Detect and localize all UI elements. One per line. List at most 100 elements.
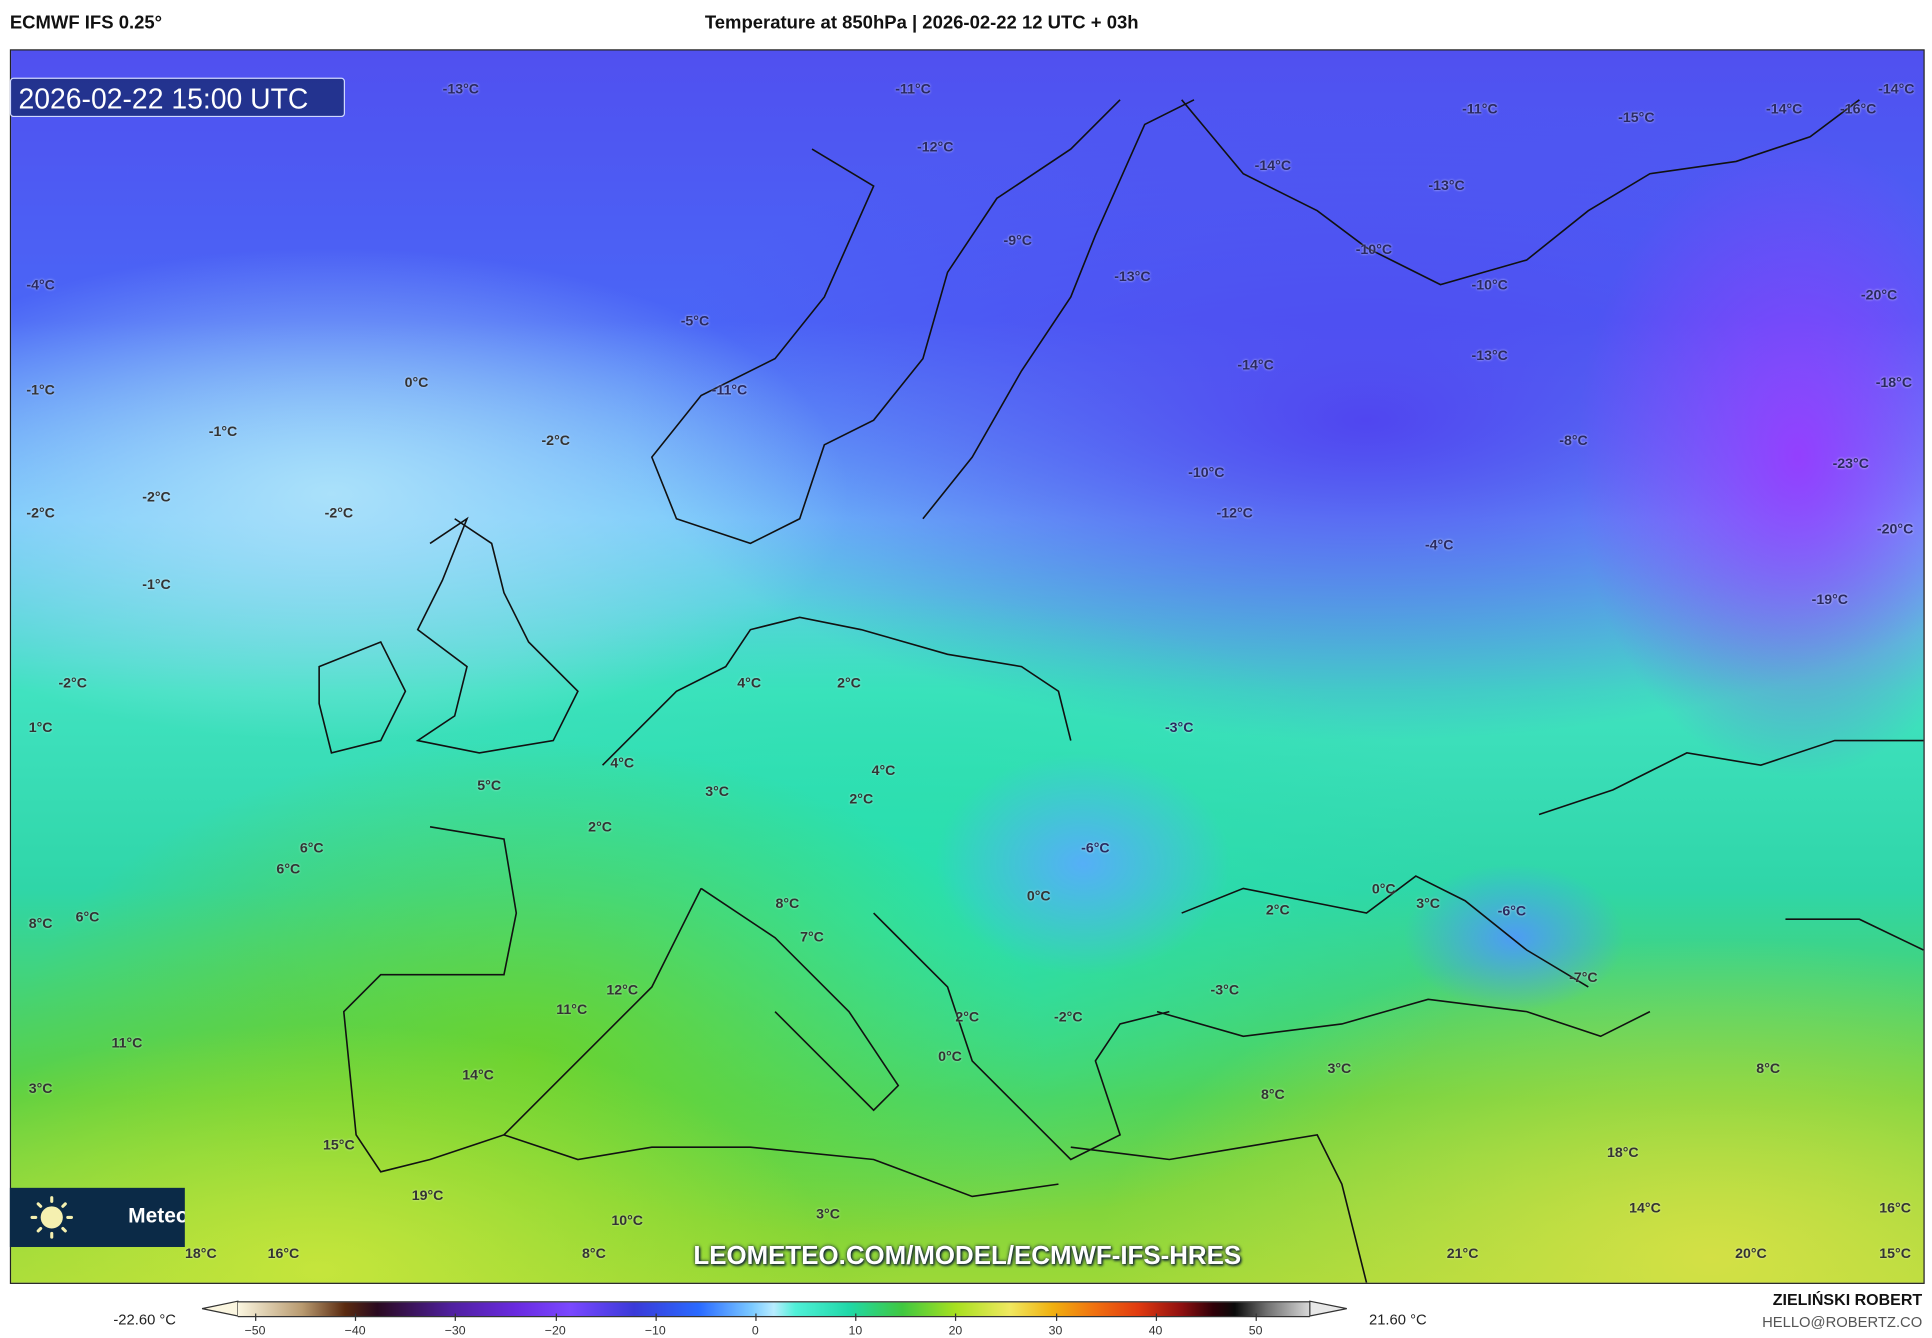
watermark-url: LEOMETEO.COM/MODEL/ECMWF-IFS-HRES [693, 1242, 1242, 1271]
temp-label: -10°C [1355, 242, 1393, 258]
temp-label: 0°C [938, 1049, 962, 1065]
temp-label: 2°C [837, 676, 861, 692]
temp-label: 18°C [1606, 1145, 1639, 1161]
author-email[interactable]: HELLO@ROBERTZ.CO [1762, 1313, 1923, 1331]
temp-label: -10°C [1188, 465, 1225, 481]
temp-label: -14°C [1237, 358, 1274, 374]
temp-label: 19°C [411, 1189, 444, 1204]
temp-label: 4°C [610, 756, 635, 772]
temp-label: -2°C [324, 506, 354, 522]
temp-label: -1°C [208, 425, 238, 440]
temperature-map[interactable]: -13°C -11°C -12°C -11°C -15°C -14°C -16°… [9, 49, 1925, 1284]
temp-label: 7°C [800, 930, 824, 946]
temp-label: 14°C [1629, 1201, 1661, 1217]
temp-label: -2°C [541, 433, 570, 449]
colorbar-min-label: -22.60 °C [113, 1311, 176, 1329]
temp-label: 21°C [1446, 1246, 1479, 1262]
colorbar-tick-label: 50 [1248, 1324, 1263, 1338]
temp-label: -12°C [1216, 506, 1253, 522]
temp-label: 18°C [185, 1246, 217, 1262]
temp-label: -19°C [1811, 592, 1849, 608]
colorbar-tick-label: 10 [848, 1324, 863, 1338]
temp-label: -13°C [1428, 178, 1465, 194]
colorbar-tick-label: −50 [244, 1324, 266, 1338]
temp-label: -9°C [1003, 234, 1033, 249]
colorbar-tick-label: 40 [1148, 1324, 1163, 1338]
meteo-widget[interactable]: Meteo [9, 1187, 185, 1247]
coastlines [318, 99, 1924, 1283]
temp-label: 12°C [606, 983, 639, 999]
colorbar-tick-label: −20 [544, 1324, 566, 1338]
temp-label: 10°C [611, 1213, 644, 1229]
temp-label: 0°C [1026, 889, 1051, 905]
colorbar-tick [1155, 1313, 1157, 1321]
temp-label: 14°C [462, 1068, 494, 1084]
temp-label: -13°C [1471, 348, 1508, 364]
temp-label: -23°C [1832, 457, 1869, 472]
temp-label: 8°C [775, 897, 800, 912]
temp-label: -8°C [1559, 433, 1588, 449]
temp-label: -5°C [680, 314, 710, 329]
colorbar-tick [455, 1313, 457, 1321]
temp-label: -6°C [1497, 904, 1527, 920]
temp-label: 8°C [1756, 1062, 1781, 1077]
temp-label: -10°C [1471, 278, 1508, 294]
temp-label: 3°C [816, 1207, 840, 1223]
colorbar-tick-label: 20 [948, 1324, 963, 1338]
temp-label: -7°C [1569, 970, 1598, 986]
temp-label: 20°C [1735, 1246, 1767, 1262]
temp-label: 5°C [477, 778, 502, 794]
temp-label: 6°C [75, 910, 100, 926]
temp-label: 3°C [1416, 897, 1441, 912]
colorbar-tick [855, 1313, 857, 1321]
temp-label: 6°C [276, 862, 301, 878]
temp-label: -16°C [1839, 102, 1877, 118]
temp-label: 4°C [871, 763, 896, 779]
widget-text: Meteo [128, 1203, 185, 1228]
temp-label: 15°C [1879, 1246, 1911, 1262]
sun-icon [30, 1196, 74, 1239]
temp-label: -15°C [1618, 110, 1655, 126]
temp-label: -2°C [58, 676, 87, 692]
colorbar-tick [955, 1313, 957, 1321]
colorbar-tick-label: 30 [1048, 1324, 1063, 1338]
temp-label: 3°C [705, 784, 730, 800]
temp-label: 11°C [111, 1036, 143, 1052]
colorbar-tick [655, 1313, 657, 1321]
colorbar-tick-label: −10 [644, 1324, 666, 1338]
temp-label: -1°C [26, 383, 55, 399]
valid-time-stamp: 2026-02-22 15:00 UTC [9, 77, 346, 118]
temp-label: 2°C [955, 1010, 980, 1026]
temp-label: -3°C [1164, 720, 1194, 736]
colorbar-tick [1055, 1313, 1057, 1321]
temp-label: -13°C [1114, 269, 1151, 285]
colorbar-tick-label: 0 [751, 1324, 759, 1338]
colorbar-tick [1255, 1313, 1257, 1321]
temp-label: -14°C [1766, 102, 1803, 118]
temp-label: 4°C [737, 676, 762, 692]
colorbar-tick [255, 1313, 257, 1321]
temp-label: -20°C [1876, 522, 1914, 538]
temp-label: -11°C [1462, 102, 1498, 118]
temp-label: -14°C [1878, 82, 1915, 98]
temp-label: 16°C [267, 1246, 300, 1262]
temp-label: 8°C [1260, 1088, 1285, 1103]
author-credit: ZIELIŃSKI ROBERT [1772, 1290, 1923, 1309]
temp-label: -11°C [895, 82, 931, 98]
colorbar-tick [355, 1313, 357, 1321]
temp-label: 6°C [299, 841, 324, 857]
colorbar-tick [555, 1313, 557, 1321]
temp-label: -2°C [1054, 1010, 1083, 1026]
colorbar-tick [755, 1313, 757, 1321]
temp-label: 2°C [849, 792, 874, 808]
temp-label: 0°C [404, 375, 429, 391]
temp-label: 11°C [556, 1003, 588, 1018]
temp-label: -12°C [917, 140, 954, 156]
temp-label: -4°C [1424, 538, 1454, 554]
temp-label: 16°C [1879, 1201, 1911, 1217]
temp-label: 0°C [1371, 882, 1396, 898]
temp-label: 2°C [1265, 903, 1290, 918]
temp-label: -13°C [442, 82, 480, 98]
temp-label: -2°C [26, 506, 55, 522]
